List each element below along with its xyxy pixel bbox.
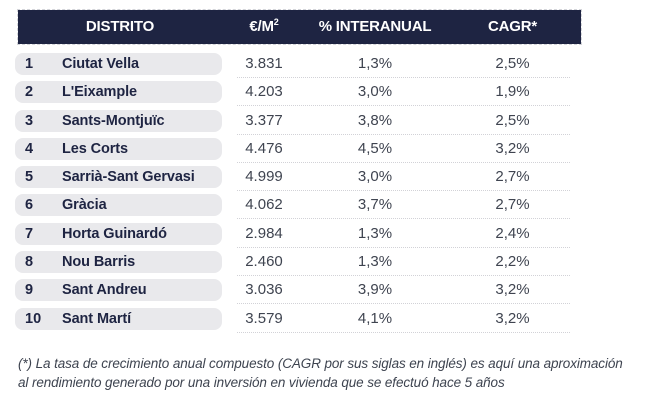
table-row: 8 Nou Barris 2.460 1,3% 2,2% (15, 251, 581, 277)
table-row: 1 Ciutat Vella 3.831 1,3% 2,5% (15, 53, 581, 78)
district-pill: 10 Sant Martí (15, 307, 222, 330)
price-per-m2-cell: 2.984 (245, 224, 283, 242)
district-name: Sarrià-Sant Gervasi (62, 169, 195, 186)
price-per-m2-cell: 3.579 (245, 309, 283, 327)
interanual-cell: 4,5% (357, 139, 393, 157)
interanual-cell: 3,0% (357, 168, 393, 186)
cagr-cell: 3,2% (495, 309, 530, 327)
footnote-line-2: al rendimiento generado por una inversió… (18, 374, 505, 390)
cagr-cell: 3,2% (495, 281, 530, 299)
row-separator (237, 303, 570, 305)
table-row: 6 Gràcia 4.062 3,7% 2,7% (15, 194, 581, 220)
row-rank: 5 (25, 169, 34, 186)
district-name: Horta Guinardó (62, 225, 167, 242)
table-row: 7 Horta Guinardó 2.984 1,3% 2,4% (15, 222, 581, 248)
row-separator (237, 246, 570, 248)
row-separator (237, 105, 570, 107)
price-per-m2-cell: 3.831 (245, 55, 283, 72)
cagr-cell: 2,7% (495, 196, 530, 214)
cagr-cell: 2,4% (495, 224, 530, 242)
district-pill: 2 L'Eixample (15, 81, 222, 104)
district-name: Sants-Montjuïc (62, 112, 165, 129)
interanual-cell: 1,3% (357, 253, 393, 271)
interanual-cell: 3,8% (357, 111, 393, 129)
interanual-cell: 1,3% (357, 55, 393, 72)
header-cell-distrito: DISTRITO (85, 18, 155, 35)
cagr-cell: 1,9% (495, 83, 530, 101)
row-separator (237, 190, 570, 192)
district-pill: 7 Horta Guinardó (15, 222, 222, 245)
interanual-cell: 3,7% (357, 196, 393, 214)
row-rank: 4 (25, 140, 34, 157)
table-header: DISTRITO €/M2 % INTERANUAL CAGR* (17, 9, 582, 45)
table-row: 2 L'Eixample 4.203 3,0% 1,9% (15, 81, 581, 107)
table-row: 5 Sarrià-Sant Gervasi 4.999 3,0% 2,7% (15, 166, 581, 192)
table-row: 3 Sants-Montjuïc 3.377 3,8% 2,5% (15, 109, 581, 135)
row-rank: 8 (25, 254, 34, 271)
header-cell-price-per-m2: €/M2 (222, 10, 306, 44)
row-separator (237, 331, 570, 333)
row-separator (237, 133, 570, 135)
district-name: Sant Andreu (62, 282, 147, 299)
row-separator (237, 275, 570, 277)
district-name: Nou Barris (62, 254, 136, 271)
interanual-cell: 3,9% (357, 281, 393, 299)
row-rank: 10 (25, 310, 42, 327)
district-name: Sant Martí (62, 310, 132, 327)
table-row: 9 Sant Andreu 3.036 3,9% 3,2% (15, 279, 581, 305)
row-separator (237, 161, 570, 163)
cagr-cell: 2,7% (495, 168, 530, 186)
interanual-cell: 4,1% (357, 309, 393, 327)
district-pill: 4 Les Corts (15, 137, 222, 160)
price-per-m2-cell: 4.203 (245, 83, 283, 101)
price-per-m2-cell: 3.036 (245, 281, 283, 299)
cagr-cell: 2,5% (495, 55, 530, 72)
interanual-cell: 1,3% (357, 224, 393, 242)
row-rank: 9 (25, 282, 34, 299)
row-rank: 6 (25, 197, 34, 214)
table-body: 1 Ciutat Vella 3.831 1,3% 2,5% 2 L'Eixam… (15, 53, 581, 336)
header-cell-cagr: CAGR* (487, 18, 537, 35)
district-name: Ciutat Vella (62, 56, 139, 72)
price-per-m2-cell: 4.476 (245, 139, 283, 157)
district-pill: 1 Ciutat Vella (15, 53, 222, 75)
district-pill: 6 Gràcia (15, 194, 222, 217)
footnote-line-1: (*) La tasa de crecimiento anual compues… (18, 356, 623, 371)
table-row: 10 Sant Martí 3.579 4,1% 3,2% (15, 307, 581, 333)
row-separator (237, 218, 570, 220)
row-rank: 1 (25, 56, 34, 72)
footnote: (*) La tasa de crecimiento anual compues… (18, 355, 648, 392)
district-pill: 8 Nou Barris (15, 251, 222, 274)
price-per-m2-cell: 2.460 (245, 253, 283, 271)
cagr-cell: 2,2% (495, 253, 530, 271)
row-separator (237, 77, 570, 78)
district-pill: 9 Sant Andreu (15, 279, 222, 302)
price-per-m2-cell: 4.062 (245, 196, 283, 214)
district-name: Gràcia (62, 197, 107, 214)
row-rank: 3 (25, 112, 34, 129)
header-cell-interanual: % INTERANUAL (318, 18, 432, 35)
interanual-cell: 3,0% (357, 83, 393, 101)
district-name: Les Corts (62, 140, 128, 157)
euro-per-m2-label: €/M (249, 18, 274, 35)
row-rank: 7 (25, 225, 34, 242)
district-pill: 5 Sarrià-Sant Gervasi (15, 166, 222, 189)
district-pill: 3 Sants-Montjuïc (15, 109, 222, 132)
cagr-cell: 2,5% (495, 111, 530, 129)
superscript-2: 2 (273, 17, 279, 27)
cagr-cell: 3,2% (495, 139, 530, 157)
price-per-m2-cell: 3.377 (245, 111, 283, 129)
district-name: L'Eixample (62, 84, 137, 101)
price-per-m2-cell: 4.999 (245, 168, 283, 186)
table-row: 4 Les Corts 4.476 4,5% 3,2% (15, 137, 581, 163)
row-rank: 2 (25, 84, 34, 101)
